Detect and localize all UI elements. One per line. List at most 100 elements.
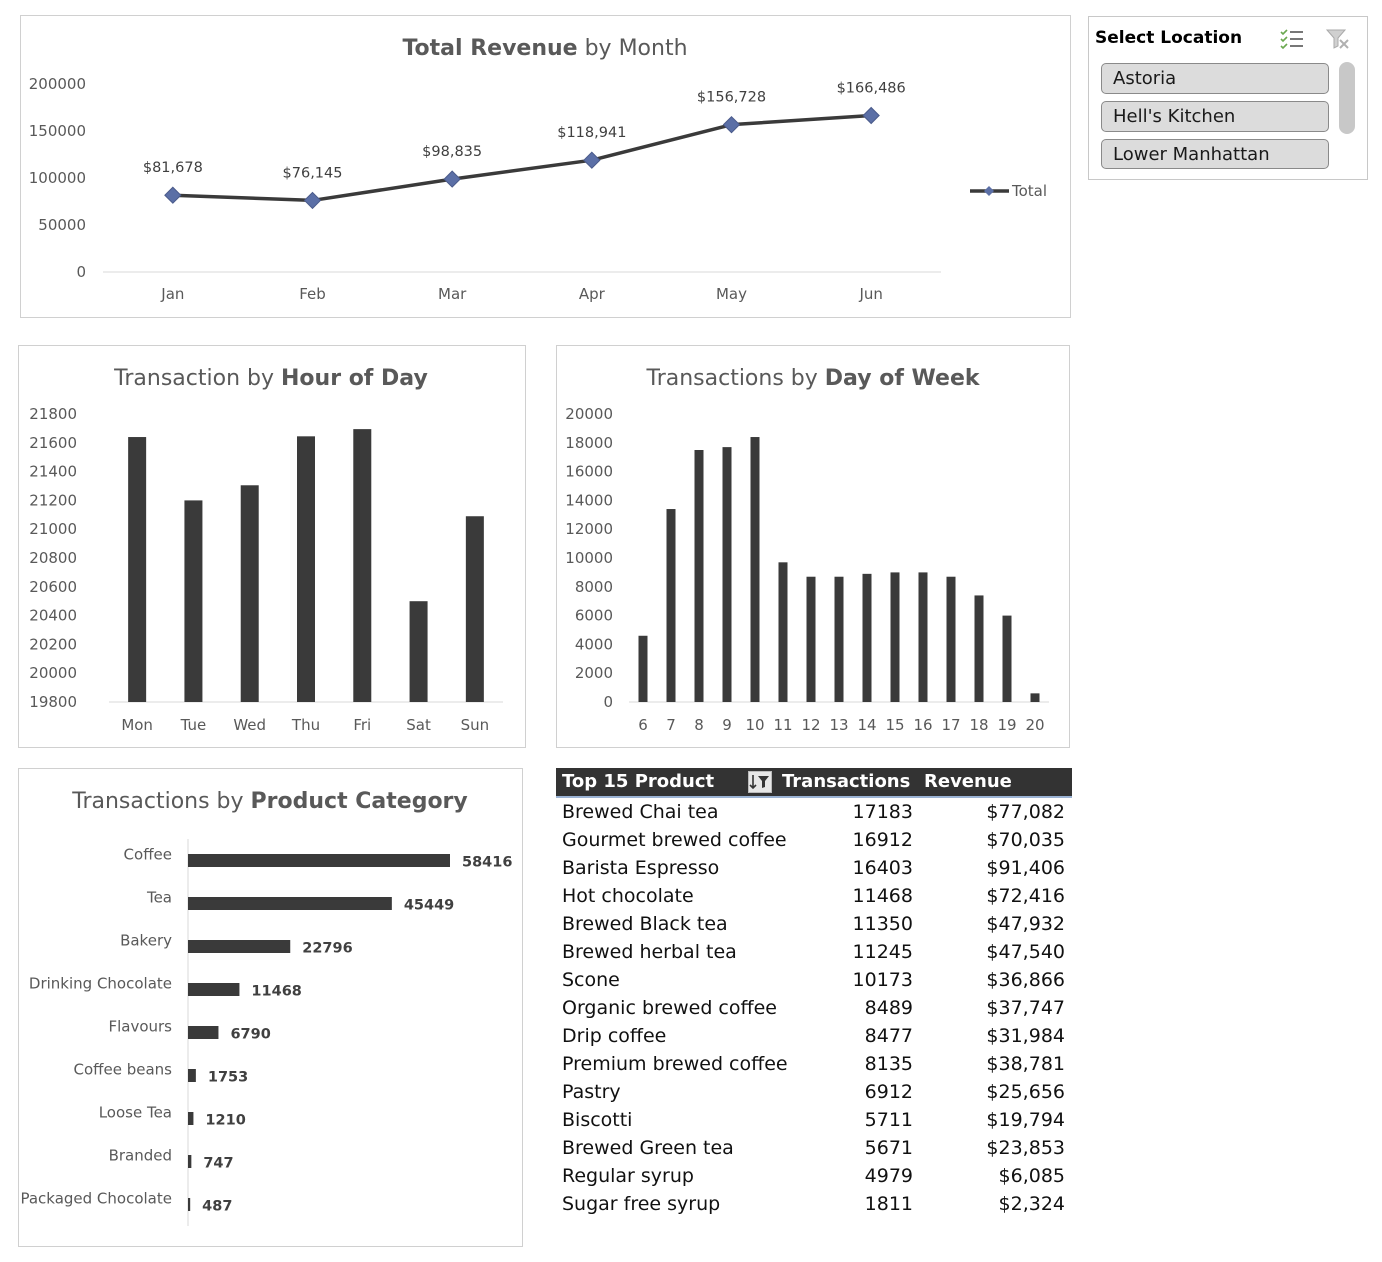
- cell-product: Premium brewed coffee: [562, 1053, 788, 1075]
- y-tick-label: 20000: [29, 664, 77, 682]
- x-tick-label: Sun: [461, 716, 490, 734]
- cell-revenue: $72,416: [986, 885, 1065, 907]
- data-point-marker: [164, 186, 182, 204]
- cell-transactions: 8477: [864, 1025, 913, 1047]
- cell-transactions: 17183: [852, 801, 913, 823]
- y-tick-label: 10000: [565, 549, 613, 567]
- cell-product: Drip coffee: [562, 1025, 667, 1047]
- bar: [946, 576, 956, 702]
- y-tick-label: 50000: [38, 216, 86, 234]
- bar: [188, 854, 450, 867]
- y-tick-label: 14000: [565, 491, 613, 509]
- sort-filter-icon[interactable]: [748, 771, 772, 793]
- data-point-marker: [303, 191, 322, 210]
- cell-product: Barista Espresso: [562, 857, 720, 879]
- bar: [778, 562, 788, 702]
- cell-revenue: $91,406: [986, 857, 1065, 879]
- y-tick-label: 18000: [565, 434, 613, 452]
- table-row: Premium brewed coffee 8135 $38,781: [556, 1050, 1072, 1078]
- cell-revenue: $37,747: [986, 997, 1065, 1019]
- table-row: Organic brewed coffee 8489 $37,747: [556, 994, 1072, 1022]
- weekday-bar-chart: Transactions by Day of Week 0 2000 4000 6000…: [565, 366, 1049, 734]
- bar: [409, 601, 428, 702]
- header-transactions[interactable]: Transactions: [782, 771, 911, 792]
- data-label: $81,678: [143, 160, 203, 176]
- location-slicer[interactable]: Select Location Astoria Hell's Kitchen L…: [1088, 16, 1368, 180]
- multi-select-icon[interactable]: [1279, 27, 1305, 51]
- chart-title: Transactions by Day of Week: [645, 366, 980, 391]
- data-label: 22796: [302, 941, 352, 957]
- y-tick-label: 6000: [575, 607, 613, 625]
- header-product[interactable]: Top 15 Product: [562, 771, 715, 792]
- cell-transactions: 16912: [852, 829, 913, 851]
- bar: [834, 576, 844, 702]
- y-tick-label: 16000: [565, 463, 613, 481]
- slicer-title: Select Location: [1095, 28, 1243, 48]
- cell-revenue: $38,781: [986, 1053, 1065, 1075]
- table-row: Brewed Chai tea 17183 $77,082: [556, 798, 1072, 826]
- chart-title-part: by Month: [578, 36, 688, 61]
- x-tick-label: 7: [666, 716, 676, 734]
- bar: [890, 572, 900, 702]
- cell-revenue: $47,932: [986, 913, 1065, 935]
- slicer-item-hells-kitchen[interactable]: Hell's Kitchen: [1101, 101, 1329, 132]
- x-tick-label: 11: [773, 716, 792, 734]
- cell-transactions: 5671: [864, 1137, 913, 1159]
- category-label: Drinking Chocolate: [29, 975, 172, 993]
- table-row: Biscotti 5711 $19,794: [556, 1106, 1072, 1134]
- y-tick-label: 200000: [29, 75, 86, 93]
- chart-title-part: Total Revenue: [402, 36, 577, 61]
- bar: [188, 1069, 196, 1082]
- header-revenue[interactable]: Revenue: [924, 771, 1012, 792]
- x-tick-label: 16: [913, 716, 932, 734]
- data-label: 6790: [230, 1027, 270, 1043]
- data-label: $76,145: [283, 165, 343, 181]
- category-label: Loose Tea: [99, 1104, 172, 1122]
- legend-marker: [984, 186, 994, 196]
- y-tick-label: 20800: [29, 549, 77, 567]
- category-label: Tea: [146, 889, 172, 907]
- slicer-item-lower-manhattan[interactable]: Lower Manhattan: [1101, 139, 1329, 169]
- bar: [188, 1198, 191, 1211]
- data-point-marker: [722, 115, 741, 134]
- x-tick-label: Tue: [180, 716, 207, 734]
- y-tick-label: 20000: [565, 405, 613, 423]
- hour-chart-panel: Transaction by Hour of Day 19800 20000 2020…: [18, 345, 526, 748]
- chart-title-part: Hour of Day: [281, 366, 428, 391]
- cell-product: Pastry: [562, 1081, 621, 1103]
- revenue-chart-panel: Total Revenue by Month 0 50000 100000 150000…: [20, 15, 1071, 318]
- y-tick-label: 21800: [29, 405, 77, 423]
- bar: [666, 509, 676, 702]
- x-tick-label: 18: [969, 716, 988, 734]
- x-tick-label: 15: [885, 716, 904, 734]
- x-tick-label: 19: [997, 716, 1016, 734]
- slicer-item-astoria[interactable]: Astoria: [1101, 63, 1329, 94]
- cell-transactions: 8489: [864, 997, 913, 1019]
- y-tick-label: 8000: [575, 578, 613, 596]
- chart-title-part: Transaction by: [113, 366, 281, 391]
- slicer-scrollbar[interactable]: [1339, 62, 1355, 134]
- x-tick-label: Sat: [406, 716, 431, 734]
- cell-transactions: 16403: [852, 857, 913, 879]
- hour-bar-chart: Transaction by Hour of Day 19800 20000 2020…: [29, 366, 503, 734]
- y-tick-label: 4000: [575, 635, 613, 653]
- data-label: $156,728: [697, 90, 766, 106]
- table-row: Sugar free syrup 1811 $2,324: [556, 1190, 1072, 1218]
- bar: [918, 572, 928, 702]
- cell-revenue: $70,035: [986, 829, 1065, 851]
- top-products-table: Top 15 Product Transactions Revenue Brew…: [556, 768, 1072, 1218]
- x-tick-label: 10: [745, 716, 764, 734]
- legend-label: Total: [1011, 182, 1047, 200]
- cell-transactions: 11468: [852, 885, 913, 907]
- data-label: 1210: [205, 1113, 245, 1129]
- y-tick-label: 100000: [29, 169, 86, 187]
- y-tick-label: 20400: [29, 607, 77, 625]
- cell-revenue: $6,085: [998, 1165, 1065, 1187]
- data-point-marker: [862, 106, 880, 125]
- y-tick-label: 21200: [29, 491, 77, 509]
- cell-revenue: $36,866: [986, 969, 1065, 991]
- bar: [240, 485, 259, 702]
- bar: [128, 437, 147, 702]
- clear-filter-icon[interactable]: [1325, 27, 1351, 51]
- x-tick-label: 13: [829, 716, 848, 734]
